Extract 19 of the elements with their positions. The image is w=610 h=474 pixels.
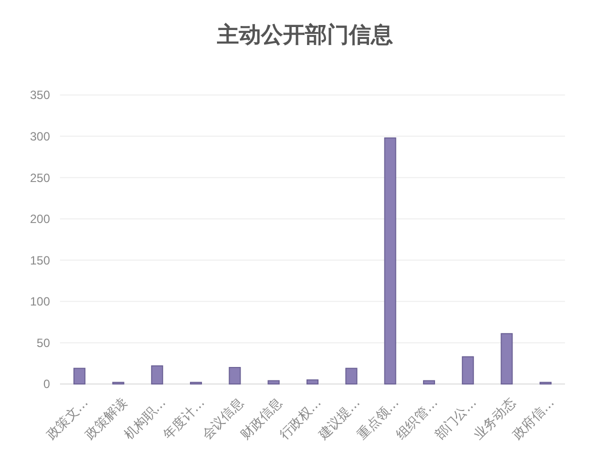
bar [228, 366, 241, 384]
y-tick-label: 50 [36, 336, 50, 350]
y-tick-label: 350 [30, 88, 50, 102]
bar [384, 137, 396, 384]
bar [423, 380, 436, 384]
y-tick-label: 200 [30, 212, 50, 226]
y-tick-label: 100 [30, 294, 50, 309]
y-tick-label: 150 [30, 253, 50, 268]
chart-title: 主动公开部门信息 [216, 22, 393, 48]
y-tick-label: 0 [43, 377, 50, 392]
bar [500, 333, 513, 384]
bar [345, 368, 358, 384]
bar [268, 380, 280, 384]
bar [151, 365, 164, 384]
y-tick-label: 250 [30, 170, 50, 185]
bar [462, 356, 474, 384]
y-tick-label: 300 [30, 129, 50, 144]
bar [306, 379, 318, 384]
bar [73, 368, 86, 384]
